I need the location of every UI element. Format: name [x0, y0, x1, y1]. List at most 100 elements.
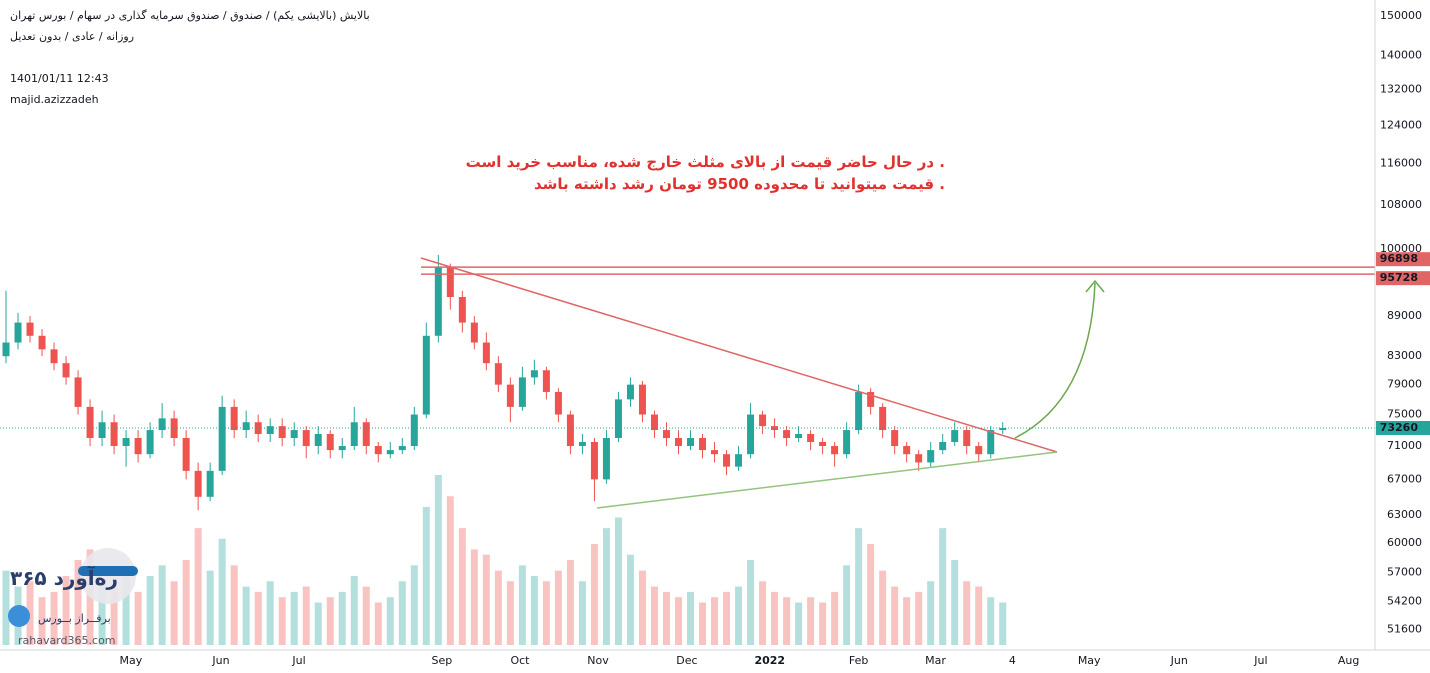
volume-bar [723, 591, 731, 645]
candle-body [843, 430, 851, 455]
candle-body [819, 441, 827, 447]
y-tick-label: 71000 [1387, 439, 1422, 452]
candle-body [602, 437, 610, 480]
volume-bar [194, 528, 202, 645]
candle-body [362, 422, 370, 447]
volume-bar [759, 581, 767, 645]
volume-bar [662, 591, 670, 645]
volume-bar [951, 560, 959, 645]
x-tick-label: Sep [432, 654, 453, 667]
x-tick-label: Jun [1170, 654, 1188, 667]
candle-body [662, 430, 670, 438]
y-tick-label: 116000 [1380, 157, 1422, 170]
candle-body [735, 454, 743, 467]
volume-bar [843, 565, 851, 645]
volume-bar [735, 586, 743, 645]
candle-body [38, 335, 46, 350]
level-label-bg [1376, 271, 1430, 286]
y-tick-label: 54200 [1387, 594, 1422, 607]
volume-bar [771, 591, 779, 645]
volume-bar [278, 597, 286, 645]
candle-body [410, 414, 418, 447]
y-tick-label: 67000 [1387, 472, 1422, 485]
volume-bar [927, 581, 935, 645]
volume-bar [566, 560, 574, 645]
volume-bar [134, 591, 142, 645]
candle-body [674, 437, 682, 447]
candle-body [482, 342, 490, 364]
y-tick-label: 60000 [1387, 536, 1422, 549]
candle-body [218, 406, 226, 471]
volume-bar [807, 597, 815, 645]
candle-body [554, 391, 562, 415]
volume-bar [446, 496, 454, 645]
candle-body [350, 422, 358, 447]
x-tick-label: May [120, 654, 143, 667]
candle-body [951, 430, 959, 442]
y-tick-label: 79000 [1387, 378, 1422, 391]
volume-bar [62, 575, 70, 645]
volume-bar [314, 602, 322, 645]
volume-bar [242, 586, 250, 645]
candle-body [590, 441, 598, 480]
volume-bar [170, 581, 178, 645]
level-label: 96898 [1380, 252, 1418, 265]
candle-body [470, 322, 478, 343]
volume-bar [350, 575, 358, 645]
candle-body [386, 450, 394, 455]
y-tick-label: 75000 [1387, 408, 1422, 421]
candle-body [747, 414, 755, 455]
volume-bar [674, 597, 682, 645]
candle-body [206, 470, 214, 497]
candle-body [278, 426, 286, 438]
volume-bar [747, 560, 755, 645]
candle-body [302, 430, 310, 447]
levels: 96898 95728 73260 [0, 252, 1430, 436]
candle-body [446, 266, 454, 298]
volume-bar [879, 570, 887, 645]
trend-line-upper [420, 257, 1058, 453]
volume-bar [891, 586, 899, 645]
candle-body [638, 384, 646, 415]
candle-body [699, 437, 707, 451]
volume-bar [999, 602, 1007, 645]
candle-body [506, 384, 514, 407]
candle-body [903, 446, 911, 455]
candle-body [783, 430, 791, 438]
y-tick-label: 150000 [1380, 9, 1422, 22]
candle-body [987, 430, 995, 455]
candle-body [266, 426, 274, 435]
volume-bar [602, 528, 610, 645]
candle-body [891, 430, 899, 447]
candle-body [530, 370, 538, 378]
logo-dot [8, 605, 30, 627]
volume-bar [482, 554, 490, 645]
volume-bar [855, 528, 863, 645]
candle-body [807, 434, 815, 442]
volume-bar [38, 597, 46, 645]
volume-bar [374, 602, 382, 645]
volume-bar [470, 549, 478, 645]
volume-bar [146, 575, 154, 645]
candle-body [26, 322, 34, 336]
x-tick-label: Dec [676, 654, 697, 667]
volume-bar [230, 565, 238, 645]
arrow-head [1085, 279, 1105, 293]
y-tick-label: 51600 [1387, 623, 1422, 636]
candle-body [50, 349, 58, 364]
x-tick-label: 2022 [754, 654, 785, 667]
y-tick-label: 100000 [1380, 242, 1422, 255]
candles [2, 254, 1007, 511]
candle-body [422, 335, 430, 415]
x-tick-label: Mar [925, 654, 946, 667]
volume-bar [26, 581, 34, 645]
candle-body [566, 414, 574, 447]
candle-body [458, 297, 466, 323]
watermark-title: ره‌آورد ۳۶۵ [10, 566, 118, 590]
volume-bar [338, 591, 346, 645]
candle-body [915, 454, 923, 463]
candle-body [398, 446, 406, 451]
volume-bar [578, 581, 586, 645]
